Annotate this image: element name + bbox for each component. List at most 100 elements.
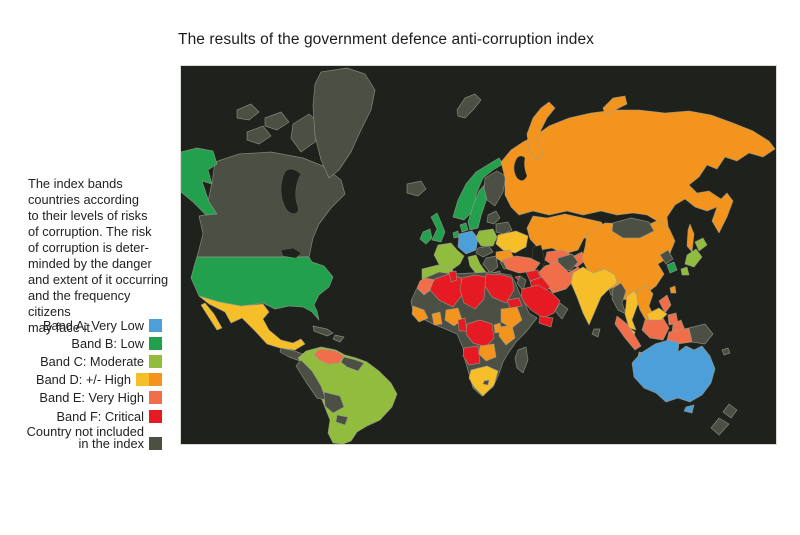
region-senegal-guinea — [411, 305, 429, 323]
region-eritrea — [506, 297, 523, 309]
region-baltics — [486, 210, 501, 225]
legend-row-band-a: Band A: Very Low — [0, 316, 162, 334]
region-cuba — [312, 325, 334, 337]
region-arctic-island — [236, 103, 260, 121]
region-severnaya-zemlya — [602, 95, 628, 115]
index-description: The index bands countries according to t… — [28, 176, 173, 336]
region-guyanas — [340, 356, 365, 372]
region-philippines — [658, 294, 672, 314]
region-balkans — [482, 255, 499, 274]
great-lakes — [280, 247, 302, 259]
region-venezuela — [313, 348, 345, 365]
region-mongolia — [611, 217, 655, 239]
legend-row-band-e: Band E: Very High — [0, 389, 162, 407]
region-poland — [475, 228, 498, 247]
region-japan-kyushu — [680, 266, 690, 276]
hudson-bay — [280, 168, 302, 214]
region-yemen — [538, 315, 554, 328]
region-france — [433, 242, 465, 272]
region-mexico — [198, 295, 306, 351]
region-sri-lanka — [591, 328, 601, 338]
legend-swatch-band-a — [149, 318, 162, 332]
region-iceland — [406, 180, 427, 197]
white-sea — [513, 155, 528, 181]
region-czech-austria — [475, 245, 494, 258]
region-ireland — [419, 228, 433, 245]
legend-row-band-b: Band B: Low — [0, 334, 162, 352]
region-arctic-island — [264, 111, 290, 131]
region-lesotho — [482, 379, 490, 386]
region-thailand — [624, 290, 641, 331]
region-bolivia — [323, 391, 345, 414]
region-libya — [459, 274, 487, 310]
legend: Band A: Very Low Band B: Low Band C: Mod… — [0, 316, 162, 452]
region-sakhalin — [686, 223, 695, 253]
legend-label-band-a: Band A: Very Low — [42, 317, 144, 333]
legend-label-band-f: Band F: Critical — [56, 408, 144, 424]
description-line: to their levels of risks — [28, 208, 148, 223]
region-baffin-island — [290, 113, 322, 153]
legend-swatch-band-b — [149, 336, 162, 350]
legend-label-not-included: Country not included in the index — [26, 424, 144, 452]
region-solomon-islands — [721, 347, 731, 356]
region-hispaniola — [332, 334, 345, 343]
legend-label-band-b: Band B: Low — [71, 335, 144, 351]
region-ghana — [431, 311, 443, 326]
region-south-korea — [666, 261, 678, 274]
region-tunisia — [448, 270, 458, 283]
description-line: of corruption is deter- — [28, 240, 149, 255]
region-japan-honshu — [684, 248, 703, 268]
region-belarus — [495, 221, 513, 235]
region-svalbard — [456, 93, 482, 119]
region-new-zealand-north — [722, 403, 738, 419]
region-australia — [631, 339, 716, 403]
legend-label-band-d: Band D: +/- High — [36, 372, 131, 388]
description-line: and extent of it occurring — [28, 272, 169, 287]
description-line: minded by the danger — [28, 256, 152, 271]
description-line: of corruption. The risk — [28, 224, 152, 239]
region-angola — [462, 345, 481, 366]
region-india — [570, 266, 618, 326]
region-novaya-zemlya — [526, 101, 556, 161]
legend-row-band-d: Band D: +/- High — [0, 371, 162, 389]
region-egypt — [484, 273, 515, 304]
region-papua-new-guinea — [688, 323, 714, 345]
region-arctic-island — [246, 125, 272, 145]
region-denmark — [459, 222, 469, 233]
page-title: The results of the government defence an… — [178, 31, 595, 48]
region-baja-california — [200, 302, 223, 331]
legend-row-not-included: Country not included in the index — [0, 424, 162, 452]
region-oman — [554, 302, 569, 320]
world-map-svg — [181, 66, 776, 444]
legend-swatch-band-e — [149, 391, 162, 405]
region-north-korea — [659, 249, 674, 265]
legend-row-band-f: Band F: Critical — [0, 407, 162, 425]
region-germany — [457, 230, 479, 255]
region-borneo-malaysia — [646, 307, 668, 321]
region-sumatra — [614, 315, 642, 351]
region-alaska — [181, 147, 218, 216]
legend-swatch-band-f — [149, 409, 162, 423]
region-madagascar — [514, 346, 529, 374]
legend-swatch-band-c — [149, 354, 162, 368]
description-line: may face it. — [28, 320, 94, 335]
region-south-africa — [468, 365, 499, 397]
region-taiwan — [669, 285, 677, 294]
legend-swatch-not-included — [149, 437, 162, 451]
description-line: countries according — [28, 192, 139, 207]
region-ukraine — [495, 230, 529, 254]
region-west-papua — [666, 327, 693, 345]
region-greenland — [312, 67, 376, 179]
region-philippines — [667, 312, 679, 326]
legend-swatch-band-d-yellow — [136, 373, 149, 387]
region-tasmania — [683, 404, 695, 414]
region-peru — [295, 359, 327, 401]
region-new-zealand-south — [710, 417, 730, 436]
region-japan-hokkaido — [694, 237, 708, 252]
region-zambia — [478, 343, 497, 362]
region-paraguay — [335, 414, 349, 426]
legend-label-band-c: Band C: Moderate — [40, 353, 144, 369]
description-line: and the frequency citizens — [28, 288, 131, 319]
region-russia — [500, 109, 776, 246]
